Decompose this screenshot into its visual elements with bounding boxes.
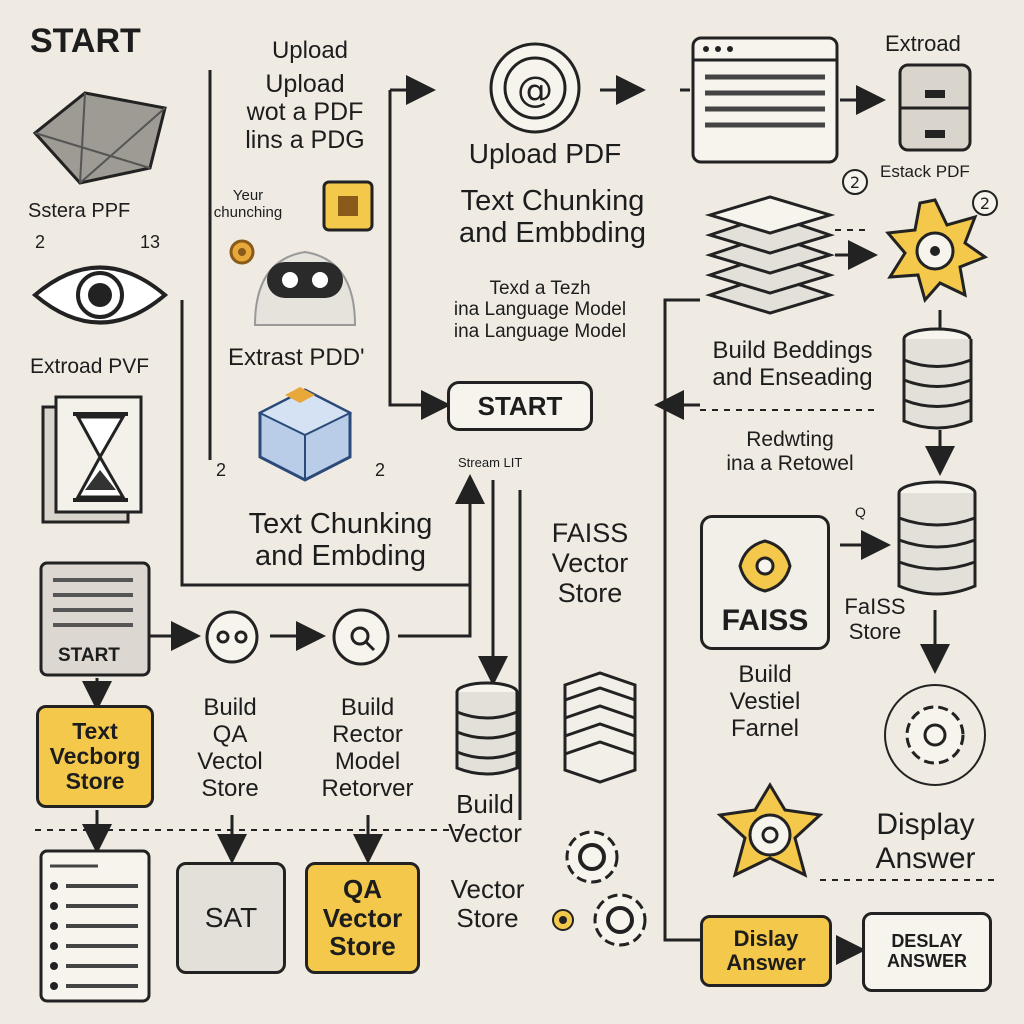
extract-label: Extroad: [885, 31, 961, 56]
estack-pdf-label: Estack PDF: [880, 162, 970, 181]
qa-vector-store-box: QA Vector Store: [305, 862, 420, 974]
build-vector-label: Build Vector: [448, 789, 522, 849]
sun-gear-icon: [880, 195, 990, 310]
faiss-label: FAISS: [721, 604, 809, 637]
step-number: 2: [375, 460, 386, 480]
document-icon: [38, 560, 153, 685]
display-answer-label: Display Answer: [875, 808, 976, 875]
at-circle-icon: @: [485, 38, 585, 143]
svg-text:2: 2: [980, 194, 990, 213]
gear-icon: [583, 883, 658, 963]
step-number: 13: [140, 232, 161, 252]
faiss-box: FAISS: [700, 515, 830, 650]
faiss-vector-store-label: FAISS Vector Store: [551, 518, 629, 609]
svg-text:2: 2: [850, 173, 860, 192]
chunking-note: Yeur chunching: [213, 187, 283, 221]
vector-store-label: Vector Store: [450, 874, 525, 934]
retrieval-note: Redwting ina a Retowel: [726, 428, 854, 475]
svg-text:@: @: [517, 70, 553, 111]
extract-pdd-label: Extrast PDD': [228, 344, 365, 371]
sun-gear-icon: [710, 780, 830, 890]
database-icon: [452, 680, 522, 785]
eyes-circle-icon: [195, 608, 270, 671]
step-number: 2: [35, 232, 46, 252]
start-title: START: [30, 22, 141, 60]
stored-pdf-label: Sstera PPF: [28, 200, 131, 222]
start-button[interactable]: START: [447, 381, 593, 431]
display-answer-output: DESLAY ANSWER: [862, 912, 992, 992]
step-badge-icon: 2: [970, 188, 1000, 223]
robot-icon: [245, 240, 365, 335]
cube-icon: [245, 385, 365, 490]
step-badge-icon: 2: [840, 167, 870, 202]
extract-pvf-label: Extroad PVF: [30, 355, 150, 378]
paper-stack-icon: [560, 670, 640, 790]
upload-pdf-heading: Upload PDF: [468, 138, 622, 169]
eye-icon: [30, 255, 170, 340]
text-chunking-label: Text Chunking and Embding: [248, 508, 433, 573]
small-gear-icon: [548, 905, 578, 940]
browser-window-icon: [690, 35, 840, 170]
sat-box: SAT: [176, 862, 286, 974]
database-icon: [895, 478, 980, 608]
paper-stack-icon: [700, 195, 840, 320]
upload-label: Upload: [271, 37, 349, 64]
pillow-icon: [25, 88, 175, 193]
build-rector-label: Build Rector Model Retorver: [321, 694, 414, 802]
text-chunking-heading: Text Chunking and Embbding: [458, 185, 647, 250]
start-doc-label: START: [58, 645, 120, 666]
gear-icon: [870, 680, 1000, 795]
small-gear-icon: [226, 236, 258, 273]
text-vector-store-box: Text Vecborg Store: [36, 705, 154, 808]
step-number: 2: [216, 460, 227, 480]
language-model-note: Texd a Tezh ina Language Model ina Langu…: [453, 278, 627, 342]
upload-pdf-note: Upload wot a PDF lins a PDG: [245, 70, 365, 154]
pdf-file-icon: [322, 180, 374, 237]
drawer-icon: [895, 60, 975, 160]
build-vestiel-label: Build Vestiel Farnel: [729, 661, 801, 742]
database-icon: [900, 325, 975, 440]
checklist-icon: [38, 848, 153, 1013]
q-marker: Q: [855, 504, 866, 520]
faiss-store-label: FaISS Store: [844, 594, 906, 644]
hourglass-book-icon: [38, 392, 148, 537]
faiss-logo-icon: [738, 539, 792, 593]
gear-icon: [555, 820, 630, 900]
display-answer-button[interactable]: Dislay Answer: [700, 915, 832, 987]
build-embeddings-label: Build Beddings and Enseading: [712, 337, 873, 391]
build-qa-label: Build QA Vectol Store: [197, 694, 263, 802]
search-circle-icon: [322, 606, 400, 673]
stream-lit-label: Stream LIT: [458, 455, 523, 470]
